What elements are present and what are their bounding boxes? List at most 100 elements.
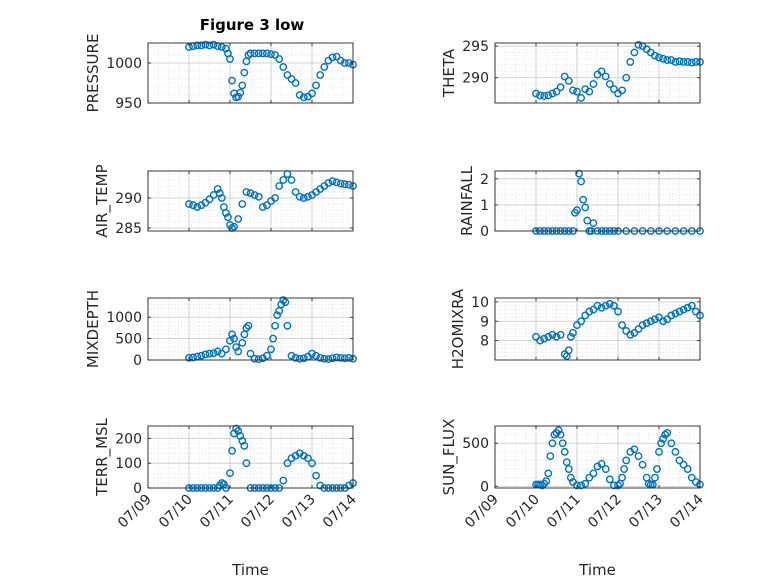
- data-point: [554, 426, 563, 435]
- data-point: [316, 353, 325, 362]
- data-point: [234, 215, 243, 223]
- data-point: [634, 40, 643, 49]
- y-tick-label: 500: [115, 332, 142, 348]
- data-point: [601, 72, 610, 81]
- y-tick-label: 2: [480, 172, 489, 188]
- y-tick-label: 290: [115, 191, 142, 207]
- data-point: [287, 351, 296, 360]
- data-point: [667, 311, 676, 320]
- data-point: [312, 81, 320, 90]
- data-point: [328, 177, 337, 186]
- data-point: [622, 327, 631, 335]
- data-point: [316, 71, 325, 79]
- data-point: [614, 481, 622, 490]
- data-point: [605, 475, 614, 484]
- data-point: [332, 353, 341, 362]
- data-point: [679, 460, 688, 469]
- data-point: [618, 86, 626, 95]
- data-point: [299, 93, 308, 102]
- data-point: [271, 194, 279, 202]
- series-h2omixra: [532, 299, 704, 361]
- data-point: [573, 206, 581, 215]
- data-point: [205, 41, 214, 50]
- data-point: [610, 301, 618, 310]
- data-point: [579, 195, 588, 204]
- data-point: [234, 347, 243, 356]
- data-point: [634, 325, 643, 333]
- data-point: [614, 307, 622, 316]
- data-point: [201, 350, 210, 359]
- data-point: [209, 40, 218, 49]
- data-point: [221, 209, 230, 217]
- data-point: [275, 55, 284, 63]
- data-point: [312, 471, 320, 480]
- data-point: [675, 57, 684, 66]
- y-tick-label: 9: [480, 314, 489, 330]
- data-point: [336, 353, 345, 362]
- y-axis-label: PRESSURE: [84, 34, 102, 113]
- data-point: [324, 355, 333, 364]
- y-axis-label: RAINFALL: [458, 165, 476, 236]
- data-point: [269, 334, 277, 343]
- data-point: [618, 473, 626, 482]
- data-point: [291, 188, 300, 196]
- data-point: [544, 332, 553, 341]
- y-axis-label: MIXDEPTH: [84, 290, 102, 368]
- y-tick-label: 8: [480, 334, 489, 350]
- data-point: [546, 452, 555, 461]
- data-point: [273, 311, 282, 319]
- data-point: [213, 185, 222, 193]
- data-point: [279, 296, 288, 305]
- data-point: [201, 40, 210, 49]
- data-point: [209, 349, 218, 358]
- data-point: [320, 354, 329, 363]
- data-point: [236, 88, 245, 97]
- data-point: [564, 346, 573, 355]
- y-tick-label: 10: [471, 295, 489, 311]
- data-point: [638, 460, 647, 469]
- y-axis-label: TERR_MSL: [93, 417, 112, 496]
- y-tick-label: 0: [133, 481, 142, 497]
- data-point: [626, 58, 635, 66]
- data-point: [340, 59, 349, 67]
- y-tick-label: 1: [480, 198, 489, 214]
- data-point: [185, 353, 193, 362]
- data-point: [683, 465, 692, 473]
- data-point: [560, 72, 569, 81]
- data-point: [544, 91, 553, 100]
- data-point: [679, 305, 688, 314]
- data-point: [573, 321, 581, 330]
- data-point: [332, 52, 341, 61]
- y-tick-label: 100: [115, 456, 142, 472]
- data-point: [569, 328, 577, 337]
- axes-box: [147, 425, 354, 489]
- data-point: [197, 351, 206, 360]
- series-sun-flux: [532, 426, 704, 490]
- data-point: [675, 456, 684, 465]
- data-point: [275, 182, 284, 190]
- y-tick-label: 500: [462, 436, 489, 452]
- data-point: [597, 303, 606, 312]
- data-point: [589, 80, 598, 88]
- data-point: [213, 347, 222, 356]
- data-point: [244, 321, 253, 330]
- data-point: [232, 343, 241, 352]
- data-point: [197, 41, 206, 50]
- data-point: [308, 89, 316, 98]
- data-point: [620, 465, 629, 473]
- data-point: [336, 179, 345, 188]
- data-point: [671, 58, 680, 66]
- y-axis-label: THETA: [440, 48, 458, 98]
- data-point: [291, 353, 300, 362]
- data-point: [552, 332, 561, 341]
- data-point: [638, 321, 647, 330]
- data-point: [283, 321, 292, 330]
- data-point: [303, 454, 312, 463]
- axes-box: [147, 170, 354, 232]
- data-point: [663, 56, 672, 64]
- data-point: [283, 71, 292, 79]
- y-tick-label: 1000: [106, 56, 142, 72]
